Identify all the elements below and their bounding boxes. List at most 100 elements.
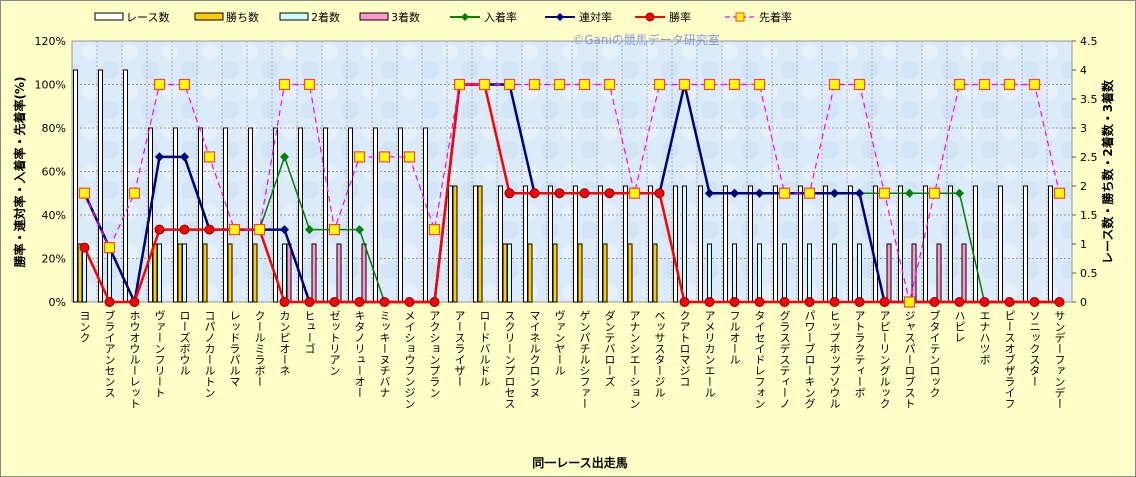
legend-label: 先着率	[759, 10, 792, 24]
bar-4-35	[936, 243, 942, 303]
bar-3-27	[732, 243, 737, 303]
bar-1-29	[773, 185, 778, 303]
bar-2-17	[477, 185, 483, 303]
bar-2-4	[152, 243, 158, 303]
x-tick-label: アクションプラン	[428, 310, 441, 398]
bar-3-31	[832, 243, 837, 303]
legend-label: 2着数	[311, 10, 340, 24]
point-3-27	[729, 297, 740, 307]
bar-4-36	[961, 243, 967, 303]
point-2-32	[855, 188, 864, 198]
bar-1-40	[1048, 185, 1053, 303]
bar-2-7	[227, 243, 233, 303]
x-tick-label: ホウオウルーレット	[128, 310, 141, 409]
y-left-tick-label: 100%	[35, 79, 66, 92]
bar-3-29	[782, 243, 787, 303]
bar-1-32	[848, 185, 853, 303]
y-right-tick-label: 2.5	[1080, 151, 1098, 164]
bar-1-28	[748, 185, 753, 303]
bar-4-33	[886, 243, 892, 303]
x-tick-label: レッドラパルマ	[228, 310, 241, 387]
x-tick-label: ジャスパーロブスト	[903, 310, 916, 409]
point-2-26	[705, 188, 714, 198]
point-3-22	[604, 188, 615, 199]
point-4-36	[953, 78, 966, 91]
bar-2-5	[177, 243, 183, 303]
point-3-1	[79, 242, 90, 253]
x-tick-label: ベッサスタージル	[653, 310, 666, 398]
x-tick-label: アナンシエーション	[628, 310, 641, 409]
point-4-12	[353, 151, 366, 163]
bar-3-18	[507, 243, 512, 303]
point-4-31	[828, 78, 841, 91]
y-axis-right-title: レース数・勝ち数・2着数・3着数	[1100, 79, 1115, 264]
legend-marker	[461, 13, 469, 21]
legend-label: 連対率	[579, 10, 612, 24]
bar-2-18	[502, 243, 508, 303]
x-tick-label: カンピオーネ	[278, 310, 291, 376]
point-4-17	[478, 78, 491, 91]
point-1-34	[905, 188, 914, 198]
bar-1-7	[223, 127, 228, 303]
point-3-29	[779, 297, 790, 307]
point-1-12	[355, 225, 364, 235]
point-3-3	[129, 297, 140, 307]
point-3-4	[154, 224, 165, 235]
x-tick-label: アースライザー	[453, 310, 466, 387]
bar-3-9	[282, 243, 287, 303]
bar-1-1	[73, 69, 78, 303]
point-3-26	[704, 297, 715, 307]
x-tick-label: キタノリューオー	[353, 310, 366, 398]
bar-2-23	[627, 243, 633, 303]
bar-1-24	[648, 185, 653, 303]
point-4-27	[728, 78, 741, 91]
point-4-11	[328, 223, 341, 236]
x-tick-label: ヒューゴ	[303, 310, 316, 354]
bar-3-25	[682, 185, 687, 303]
legend: レース数 勝ち数 2着数 3着数 入着率 連対率 勝率 先着率	[94, 10, 792, 24]
y-right-tick-label: 4	[1080, 64, 1087, 77]
point-3-18	[504, 188, 515, 199]
point-4-13	[378, 151, 391, 163]
axes: 0% 20% 40% 60% 80% 100% 120% 0 0.5 1 1.5 2 2.5 3 3.5 4 4…	[35, 35, 1098, 309]
x-tick-label: スクリーンプロセス	[503, 310, 516, 409]
bar-1-30	[798, 185, 803, 303]
y-right-tick-label: 2	[1080, 180, 1087, 193]
point-2-5	[180, 152, 189, 162]
bar-2-8	[252, 243, 258, 303]
legend-label: 入着率	[484, 10, 517, 24]
x-tick-label: ヴァンヤール	[553, 310, 566, 376]
bar-3-26	[707, 243, 712, 303]
x-tick-label: グラスデスティーノ	[778, 310, 791, 409]
bar-3-5	[182, 243, 187, 303]
point-4-10	[303, 78, 316, 91]
x-tick-label: ミッキーヌチバナ	[378, 310, 391, 398]
y-right-tick-label: 4.5	[1080, 35, 1098, 48]
y-right-tick-label: 3	[1080, 122, 1087, 135]
point-4-33	[878, 187, 891, 199]
point-4-28	[753, 78, 766, 91]
x-tick-label: ダンテバローズ	[603, 310, 616, 387]
bar-1-9	[273, 127, 278, 303]
point-2-9	[280, 225, 289, 235]
bar-1-34	[898, 185, 903, 303]
x-tick-label: クアトロマジコ	[678, 310, 691, 387]
bar-2-16	[452, 185, 458, 303]
point-4-34	[903, 296, 916, 308]
bar-4-12	[361, 243, 367, 303]
bar-1-22	[598, 185, 603, 303]
bar-1-18	[498, 185, 503, 303]
point-3-21	[579, 188, 590, 199]
legend-marker	[645, 12, 655, 22]
point-4-32	[853, 78, 866, 91]
legend-swatch-1	[94, 12, 124, 21]
point-4-4	[153, 78, 166, 91]
bar-4-9	[286, 243, 292, 303]
point-3-14	[404, 297, 415, 307]
legend-label: 勝ち数	[226, 10, 259, 24]
bar-1-35	[923, 185, 928, 303]
x-tick-label: アトラクティーボ	[853, 310, 866, 398]
point-3-6	[204, 224, 215, 235]
bars	[73, 69, 1053, 303]
y-left-tick-label: 60%	[42, 166, 66, 179]
